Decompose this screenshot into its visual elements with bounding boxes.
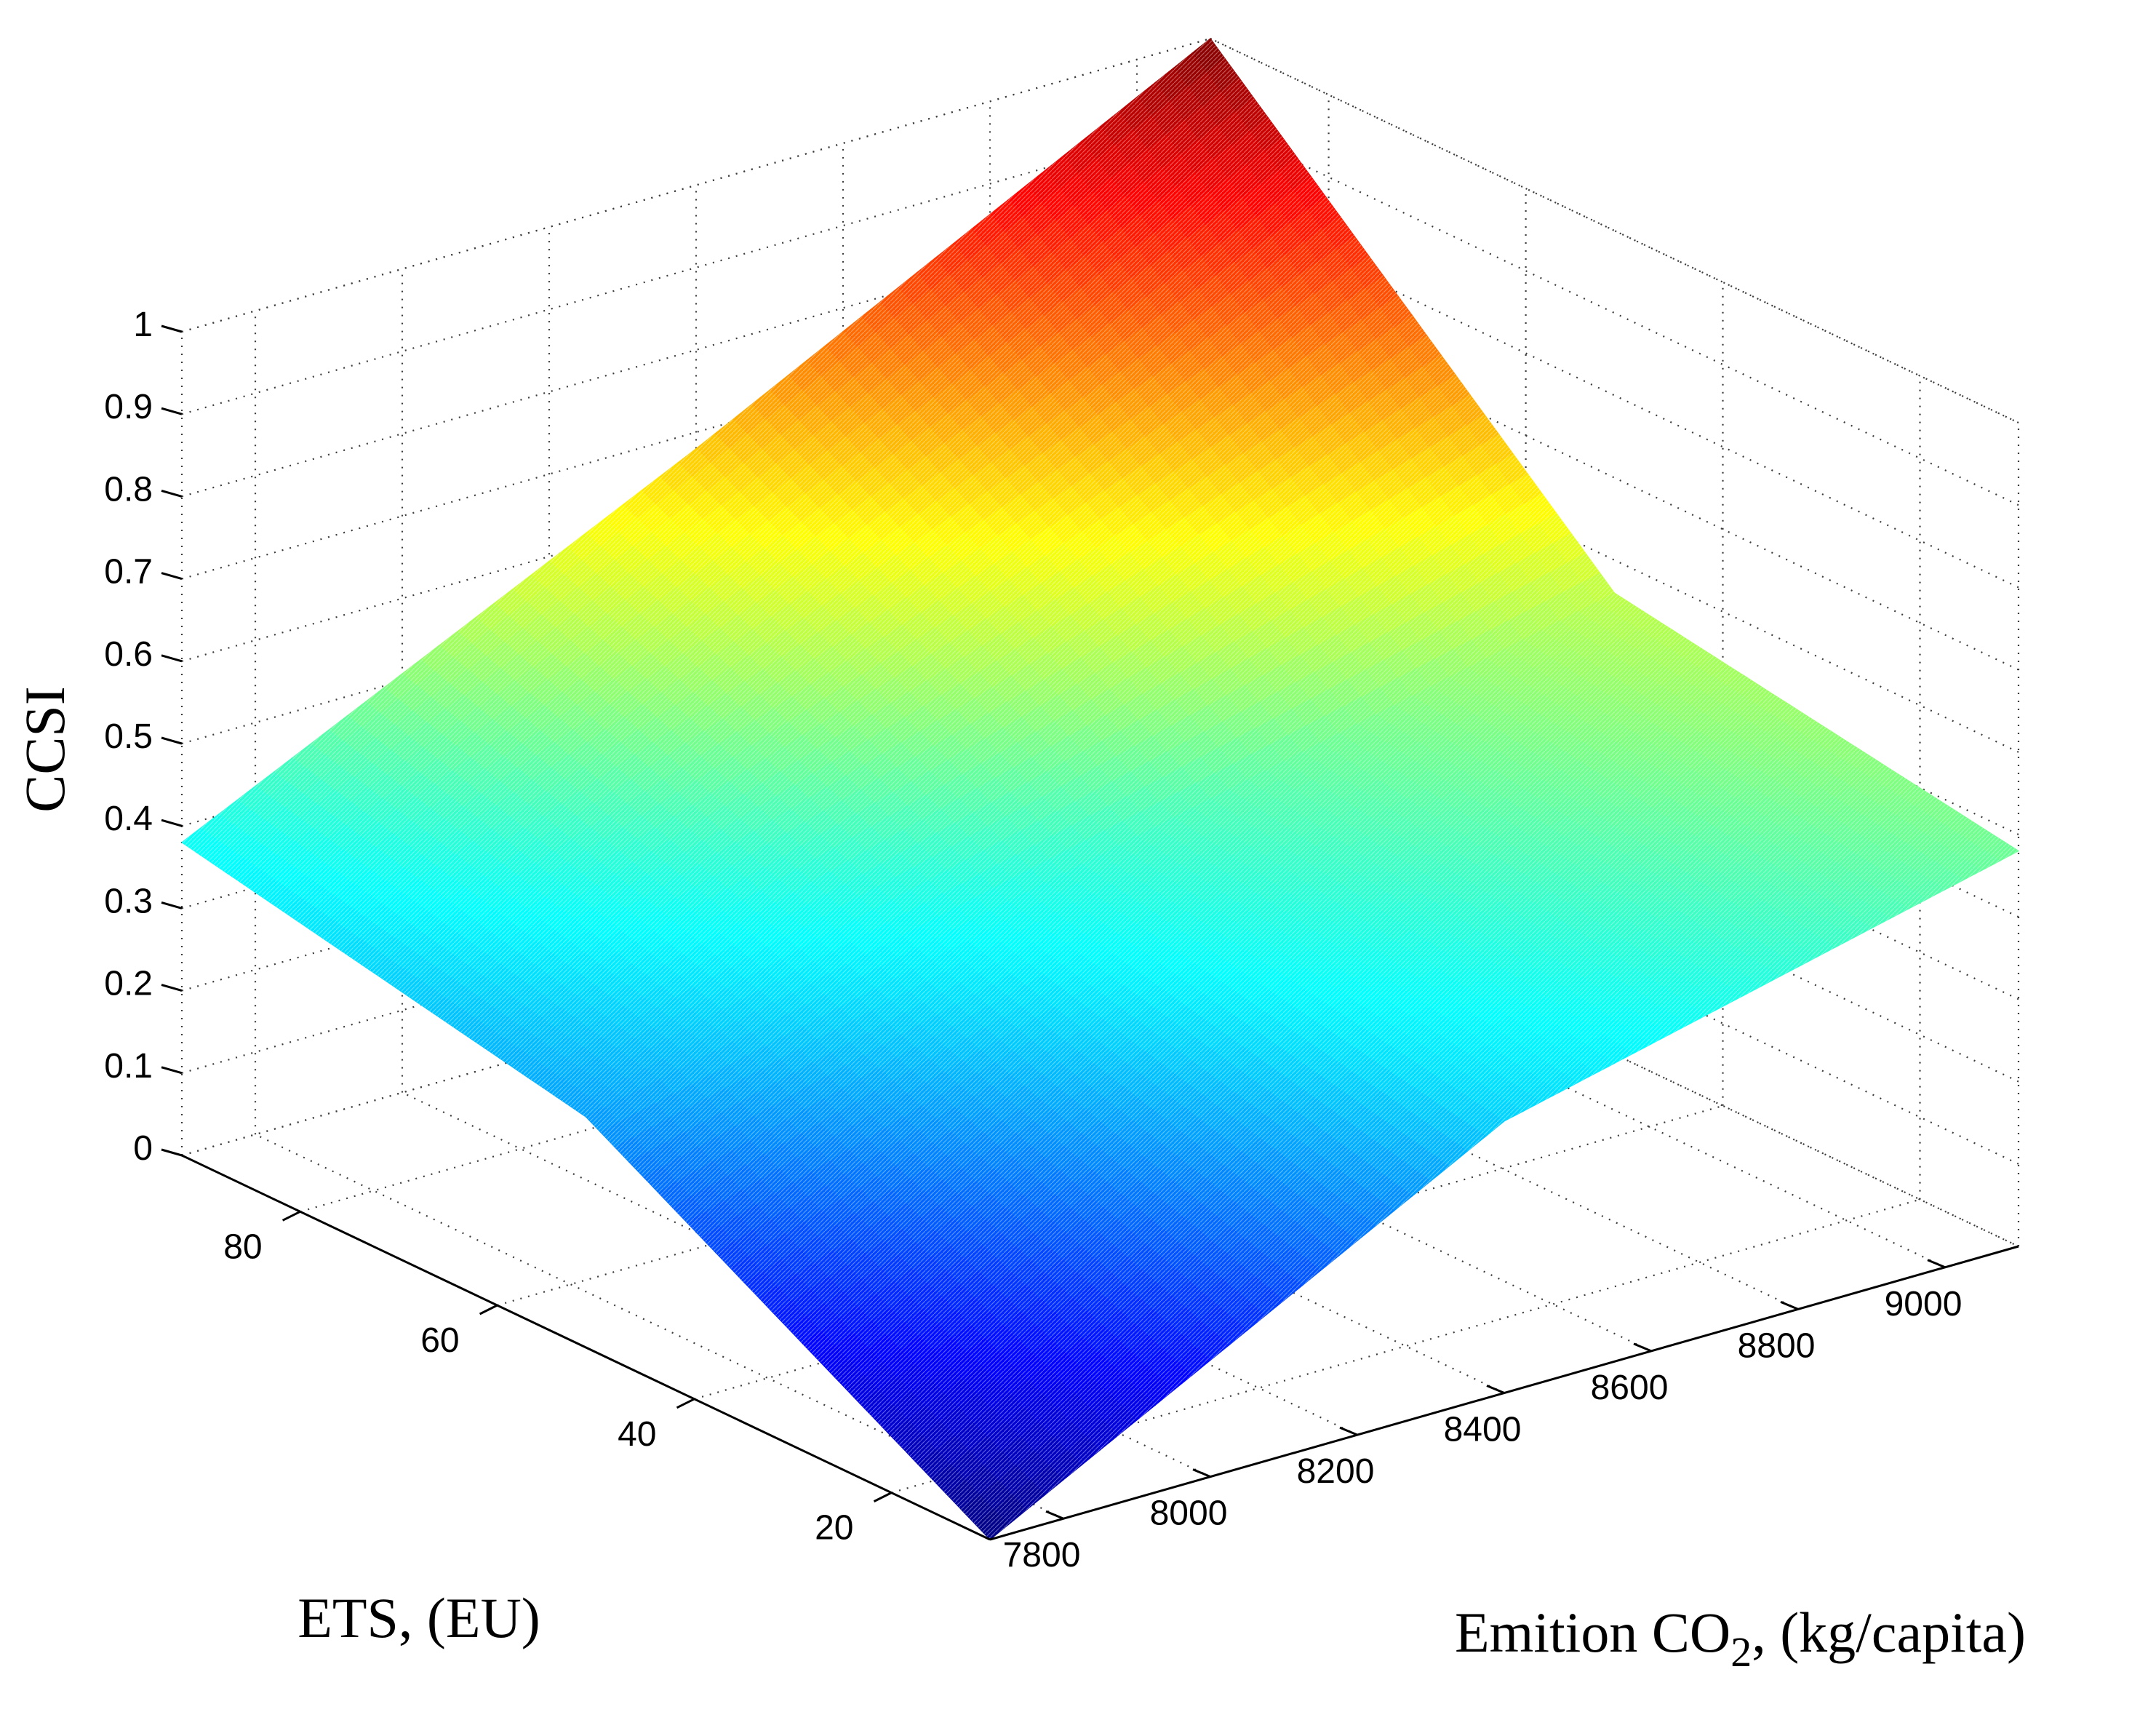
y-tick-mark: [282, 1210, 301, 1222]
z-tick-label: 0: [133, 1129, 153, 1168]
z-tick-mark: [161, 901, 183, 909]
z-tick-mark: [161, 654, 183, 663]
x-tick-mark: [1633, 1342, 1652, 1353]
z-tick-mark: [161, 325, 183, 333]
x-tick-mark: [1780, 1301, 1799, 1310]
z-tick-label: 0.7: [104, 553, 153, 592]
x-axis-title: Emition CO2, (kg/capita): [1455, 1601, 2026, 1676]
z-tick-label: 0.6: [104, 635, 153, 674]
z-tick-mark: [161, 1066, 183, 1075]
z-tick-mark: [161, 819, 183, 827]
x-tick-label: 9000: [1885, 1285, 1963, 1323]
x-tick-label: 8600: [1591, 1369, 1669, 1407]
z-tick-mark: [161, 489, 183, 498]
z-axis-title: CCSI: [13, 686, 76, 812]
z-axis-ticks: 0 0.1 0.2 0.3 0.4 0.5 0.6 0.7 0.8 0.9 1: [104, 306, 183, 1168]
z-tick-mark: [161, 572, 183, 581]
x-tick-mark: [1927, 1259, 1946, 1269]
z-tick-label: 0.9: [104, 388, 153, 426]
x-tick-mark: [1339, 1426, 1358, 1436]
z-tick-mark: [161, 984, 183, 992]
z-tick-label: 0.8: [104, 470, 153, 509]
y-axis-line: [181, 1154, 991, 1541]
x-tick-label: 8000: [1150, 1494, 1228, 1533]
x-axis-title-subscript: 2: [1730, 1628, 1752, 1676]
y-tick-label: 40: [618, 1415, 656, 1454]
y-tick-mark: [873, 1492, 893, 1502]
x-tick-label: 8400: [1444, 1411, 1522, 1449]
x-tick-mark: [1486, 1385, 1505, 1394]
y-tick-label: 80: [223, 1227, 262, 1266]
y-tick-mark: [479, 1304, 498, 1315]
z-tick-mark: [161, 1148, 183, 1157]
z-tick-mark: [161, 736, 183, 745]
x-tick-mark: [1045, 1510, 1064, 1520]
y-axis-ticks: 20 40 60 80: [223, 1210, 893, 1548]
z-tick-label: 0.3: [104, 882, 153, 920]
x-tick-label: 8200: [1297, 1452, 1375, 1491]
z-tick-label: 0.4: [104, 800, 153, 838]
x-tick-mark: [1192, 1468, 1211, 1478]
z-tick-label: 0.1: [104, 1047, 153, 1086]
y-axis-title: ETS, (EU): [298, 1586, 540, 1649]
x-axis-title-prefix: Emition CO: [1455, 1601, 1730, 1664]
y-tick-label: 60: [420, 1321, 459, 1360]
y-tick-mark: [676, 1398, 695, 1409]
x-axis-ticks: 7800 8000 8200 8400 8600 8800 9000: [1003, 1259, 1963, 1574]
x-axis-title-suffix: , (kg/capita): [1752, 1601, 2026, 1664]
z-tick-label: 1: [133, 306, 153, 344]
z-tick-mark: [161, 407, 183, 415]
x-tick-label: 7800: [1003, 1536, 1081, 1574]
x-tick-label: 8800: [1738, 1326, 1816, 1365]
z-tick-label: 0.2: [104, 965, 153, 1003]
z-tick-label: 0.5: [104, 717, 153, 756]
y-tick-label: 20: [815, 1509, 853, 1548]
